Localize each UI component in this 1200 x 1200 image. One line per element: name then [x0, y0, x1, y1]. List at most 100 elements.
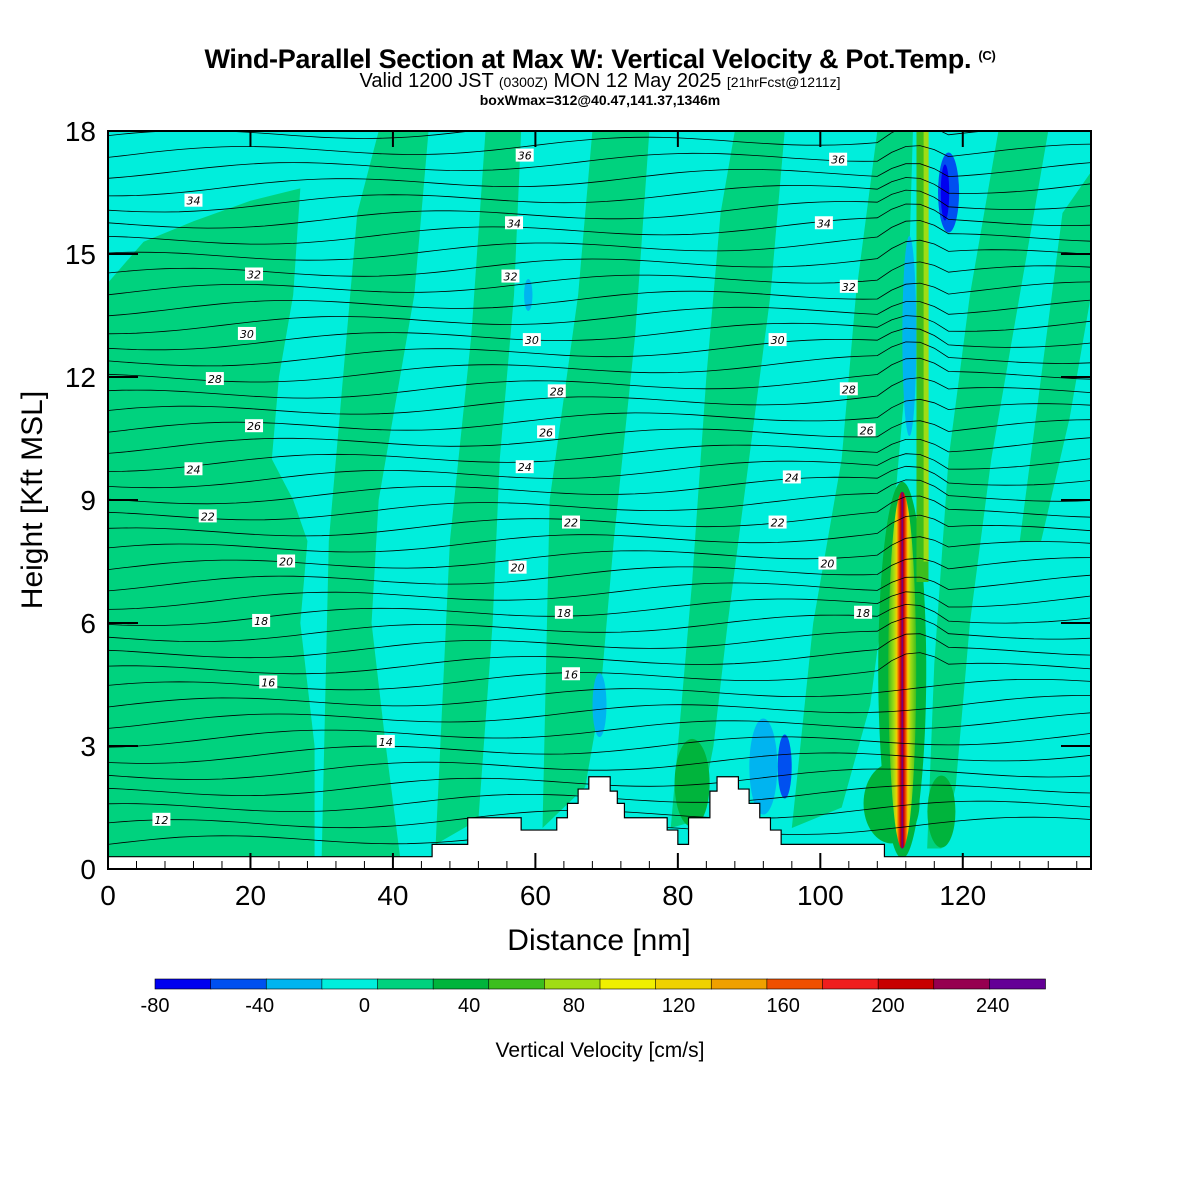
- contour-label-box: [508, 560, 527, 574]
- contour-label: 16: [562, 667, 581, 681]
- contour-label-text: 18: [254, 615, 268, 628]
- contour-label-text: 32: [247, 269, 261, 282]
- theta-contour-line: [108, 603, 1091, 642]
- colorbar-swatch: [544, 978, 601, 990]
- contour-label-box: [198, 509, 217, 523]
- colorbar-tick-label: 200: [871, 995, 904, 1017]
- contour-label-box: [814, 216, 833, 230]
- contour-label-box: [554, 605, 573, 619]
- title-main: Wind-Parallel Section at Max W: Vertical…: [204, 44, 972, 74]
- contour-label-box: [237, 326, 256, 340]
- y-tick-label: 0: [80, 854, 96, 885]
- theta-contour-line: [108, 398, 1091, 433]
- contour-label-text: 22: [771, 517, 785, 530]
- contour-label-box: [245, 267, 264, 281]
- colorbar-tick-label: -80: [141, 995, 170, 1017]
- contour-label-text: 22: [564, 517, 578, 530]
- theta-contour-line: [108, 177, 1091, 213]
- colorbar-swatch: [321, 978, 379, 990]
- theta-contour-line: [108, 591, 1091, 627]
- contour-label-box: [818, 556, 837, 570]
- contour-label-text: 26: [539, 426, 553, 439]
- contour-label-box: [522, 333, 541, 347]
- contour-label: 22: [198, 509, 217, 523]
- contour-label: 24: [515, 460, 534, 474]
- contour-label-box: [245, 419, 264, 433]
- contour-label-text: 22: [201, 510, 215, 523]
- x-tick-label: 60: [520, 880, 551, 911]
- x-tick-label: 80: [662, 880, 693, 911]
- utc-time: (0300Z): [498, 74, 548, 90]
- contour-label-box: [259, 675, 278, 689]
- contour-label-text: 30: [240, 328, 254, 341]
- contour-labels: 12 14 16 16 18 18 18 20 20 20 22 22 22 24 24 24 26 26 26 28…: [152, 148, 876, 827]
- contour-label: 20: [277, 554, 296, 569]
- upward-patch: [927, 131, 1049, 849]
- downdraft-streak: [524, 279, 533, 311]
- contour-label-text: 36: [518, 150, 532, 163]
- chart-subtitle: Valid 1200 JST (0300Z) MON 12 May 2025 […: [0, 70, 1200, 93]
- contour-label: 30: [522, 333, 541, 347]
- contour-label-text: 20: [279, 556, 293, 569]
- colorbar-swatch: [210, 978, 268, 990]
- contour-label-text: 30: [525, 334, 539, 347]
- contour-label-text: 14: [379, 736, 393, 749]
- updraft-patch: [927, 775, 956, 848]
- y-tick-label: 9: [80, 485, 96, 516]
- box-info: boxWmax=312@40.47,141.37,1346m: [479, 92, 721, 108]
- contour-label-box: [501, 269, 520, 283]
- contour-label-box: [277, 554, 296, 568]
- theta-contour-line: [108, 437, 1091, 472]
- colorbar-tick-label: 0: [359, 995, 370, 1017]
- copyright-mark: (C): [978, 48, 996, 63]
- updraft-patch: [674, 738, 710, 827]
- valid-prefix: Valid 1200 JST: [359, 70, 494, 92]
- colorbar-tick-label: 80: [563, 995, 585, 1017]
- contour-label-text: 16: [261, 676, 275, 689]
- x-tick-label: 20: [235, 880, 266, 911]
- theta-contour-line: [108, 162, 1091, 197]
- y-tick-label: 12: [65, 362, 96, 393]
- contour-label: 14: [376, 734, 395, 749]
- colorbar-swatch: [432, 978, 490, 990]
- theta-contour-line: [108, 299, 1091, 335]
- theta-contour-line: [108, 617, 1091, 659]
- downdraft-streak: [902, 236, 917, 436]
- theta-contour-line: [108, 633, 1091, 675]
- theta-contour-line: [108, 131, 990, 158]
- contour-label-text: 34: [186, 195, 200, 208]
- colorbar-swatch: [488, 978, 546, 990]
- contour-label-text: 32: [842, 281, 856, 294]
- contour-label-box: [152, 812, 171, 826]
- contour-label-box: [252, 613, 271, 627]
- colorbar-swatch: [265, 978, 323, 990]
- theta-contour-line: [108, 536, 1091, 570]
- theta-contour-line: [108, 453, 1091, 489]
- contour-label-text: 32: [503, 271, 517, 284]
- colorbar-tick-label: 120: [662, 995, 695, 1017]
- updraft-core: [888, 491, 917, 849]
- contour-label-box: [854, 605, 873, 619]
- velocity-field: [108, 131, 1091, 869]
- upward-patch: [1019, 172, 1091, 541]
- contour-label-box: [562, 515, 581, 529]
- colorbar-label: Vertical Velocity [cm/s]: [496, 1039, 705, 1062]
- upward-patch: [670, 131, 785, 828]
- contour-label-box: [515, 148, 534, 162]
- theta-contour-line: [108, 514, 1091, 553]
- contour-label: 12: [152, 812, 171, 827]
- contour-label-text: 24: [785, 471, 799, 484]
- contour-label: 16: [259, 675, 278, 689]
- y-axis-label: Height [Kft MSL]: [16, 391, 49, 609]
- contour-label-box: [376, 734, 395, 748]
- contour-label: 22: [768, 515, 787, 530]
- colorbar-swatch: [766, 978, 824, 990]
- contour-label: 22: [562, 515, 581, 530]
- theta-contour-line: [108, 281, 1091, 317]
- contour-label: 26: [537, 425, 556, 439]
- contour-label-box: [205, 372, 224, 386]
- contour-label-text: 24: [186, 463, 200, 476]
- theta-contour-line: [108, 189, 1091, 229]
- contour-label: 30: [237, 326, 256, 341]
